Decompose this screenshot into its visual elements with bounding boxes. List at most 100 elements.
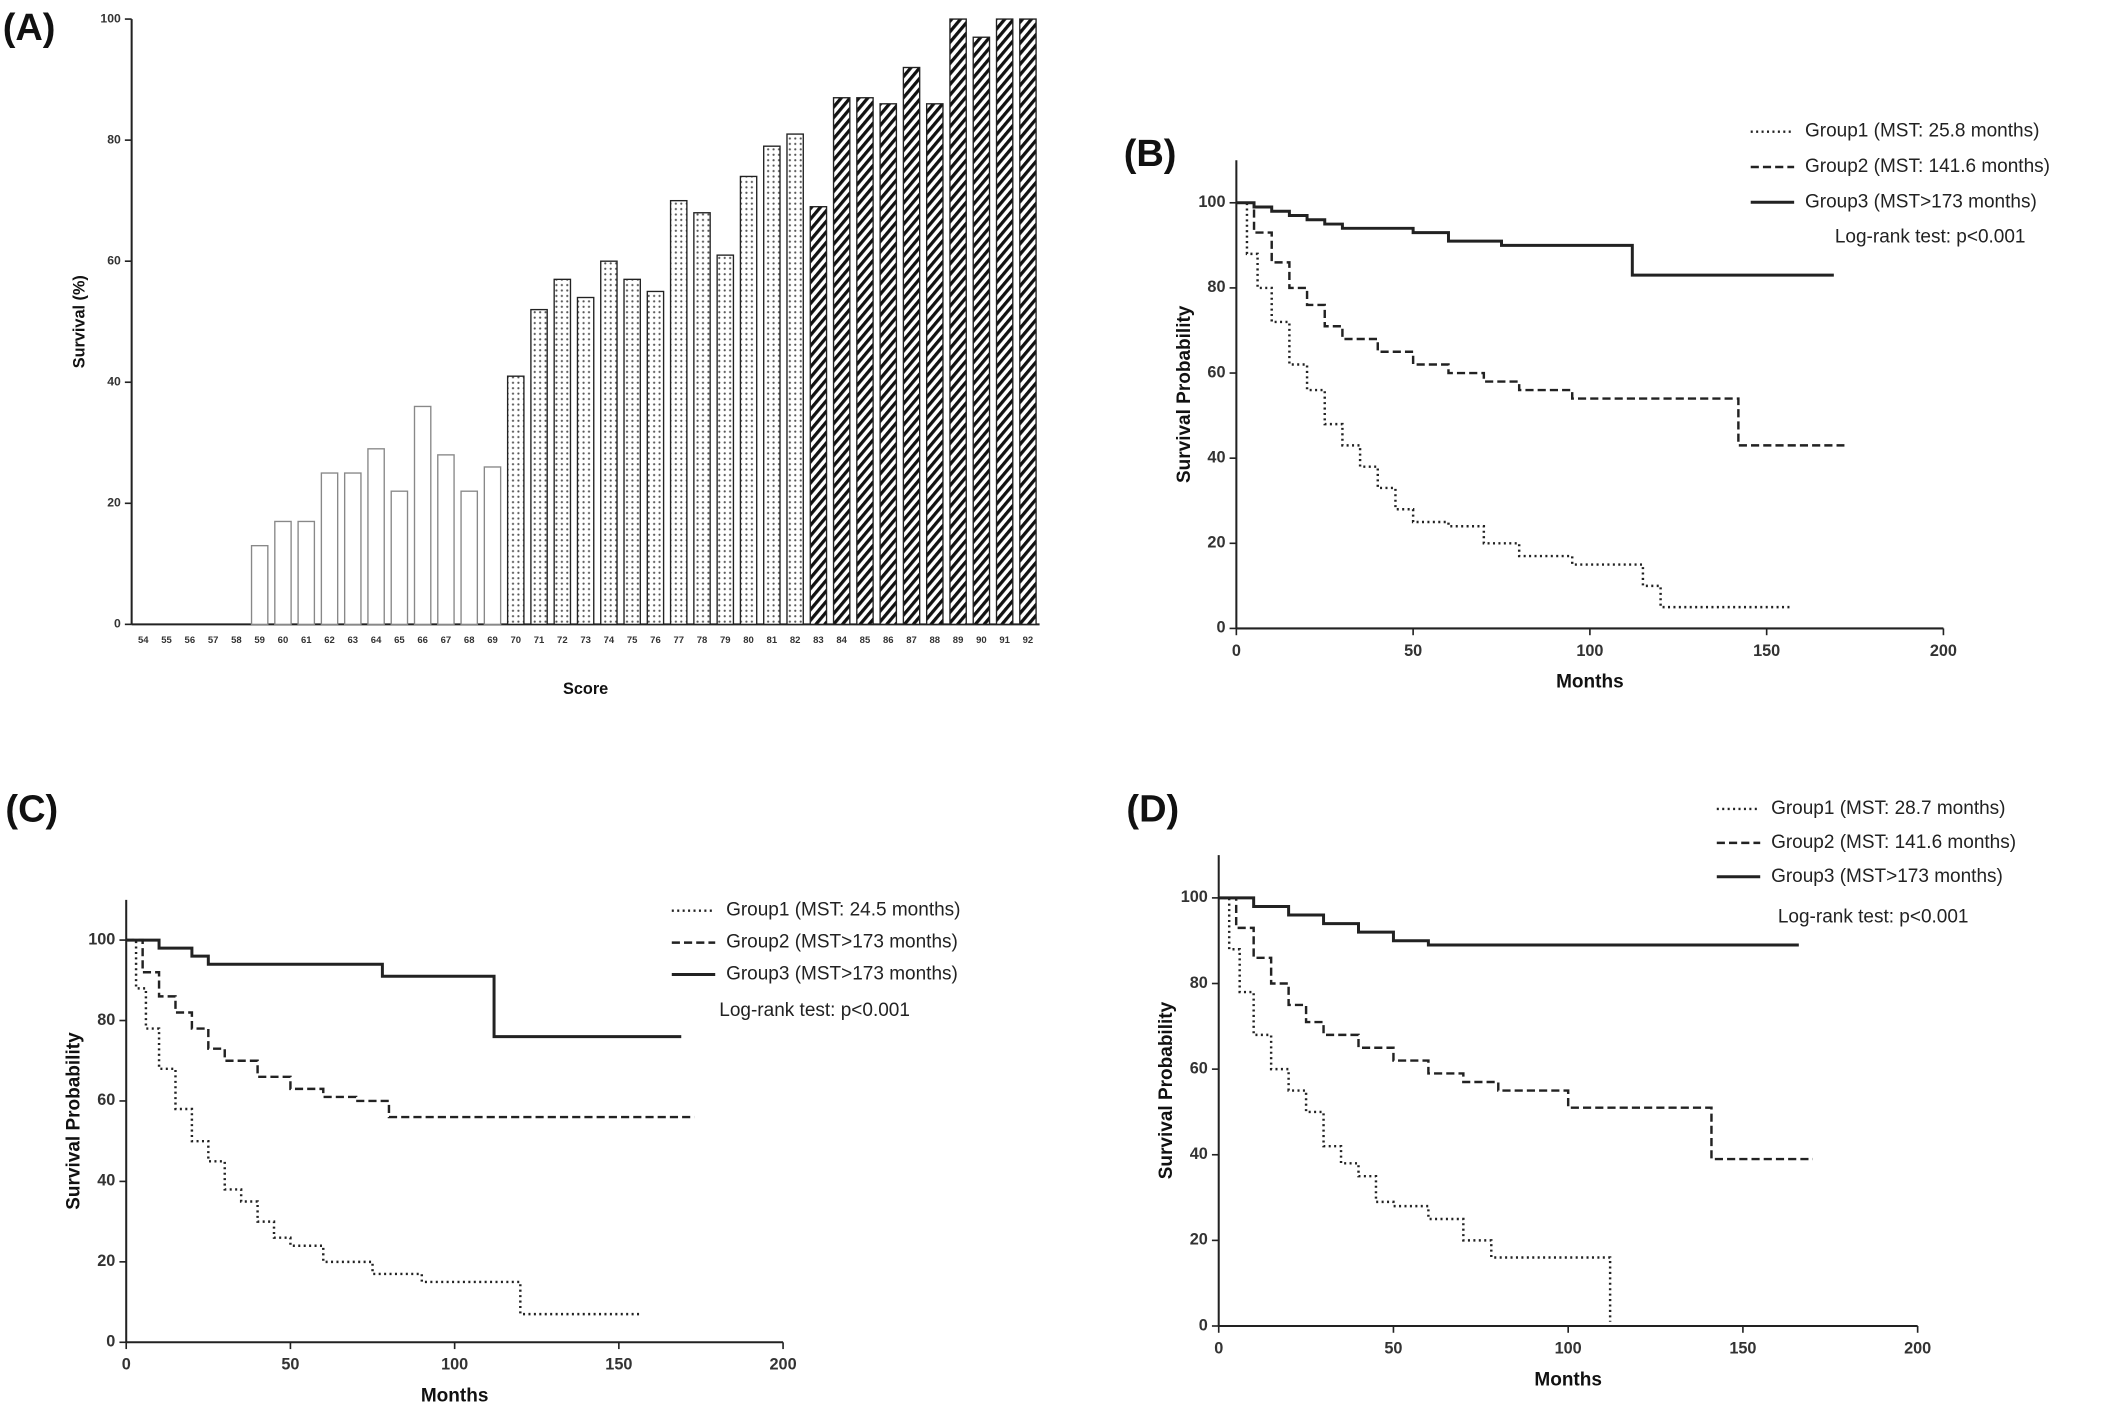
x-tick-label: 87 <box>906 635 917 646</box>
y-tick-label: 20 <box>1190 1231 1208 1249</box>
y-tick-label: 0 <box>114 617 121 631</box>
survival-curve <box>1236 201 1834 277</box>
bar <box>576 296 595 626</box>
x-tick-label: 75 <box>627 635 638 646</box>
x-tick-label: 50 <box>1404 642 1422 660</box>
y-tick-label: 100 <box>1181 888 1208 906</box>
bar <box>390 490 409 626</box>
y-tick-label: 80 <box>1207 278 1225 296</box>
bar <box>786 133 804 626</box>
x-tick-label: 69 <box>487 635 498 646</box>
x-tick-label: 56 <box>185 635 196 646</box>
bar <box>297 520 316 626</box>
x-tick-label: 50 <box>281 1356 299 1374</box>
x-tick-label: 63 <box>348 635 359 646</box>
y-tick-label: 100 <box>88 930 115 948</box>
x-tick-label: 57 <box>208 635 219 646</box>
bar <box>972 36 991 626</box>
bar <box>367 448 385 626</box>
survival-curve <box>1218 896 1813 1161</box>
bar <box>460 490 479 626</box>
x-tick-label: 84 <box>836 635 847 646</box>
legend-label: Group2 (MST: 141.6 months) <box>1805 156 2050 177</box>
y-tick-label: 60 <box>1190 1059 1208 1077</box>
y-tick-label: 100 <box>100 11 121 25</box>
bar <box>856 97 874 626</box>
bar <box>949 18 967 626</box>
bar <box>506 375 525 626</box>
x-tick-label: 55 <box>161 635 172 646</box>
annotation: Log-rank test: p<0.001 <box>1778 907 1969 928</box>
x-axis-title: Score <box>563 680 608 698</box>
x-tick-label: 76 <box>650 635 661 646</box>
bar <box>763 145 781 626</box>
x-tick-label: 80 <box>743 635 754 646</box>
x-tick-label: 50 <box>1384 1339 1402 1357</box>
x-tick-label: 74 <box>604 635 615 646</box>
x-tick-label: 79 <box>720 635 731 646</box>
x-tick-label: 60 <box>278 635 289 646</box>
legend-label: Group3 (MST>173 months) <box>1771 866 2003 887</box>
x-tick-label: 68 <box>464 635 475 646</box>
survival-curve <box>1236 201 1792 609</box>
bar <box>250 544 269 626</box>
x-tick-label: 65 <box>394 635 405 646</box>
bar <box>413 405 432 626</box>
x-tick-label: 82 <box>790 635 801 646</box>
bar <box>437 454 455 626</box>
annotation: Log-rank test: p<0.001 <box>1835 227 2026 248</box>
y-tick-label: 80 <box>107 132 121 146</box>
panel-label: (D) <box>1126 789 1179 831</box>
bar <box>739 175 758 626</box>
y-tick-label: 0 <box>106 1333 115 1351</box>
x-tick-label: 88 <box>930 635 941 646</box>
x-tick-label: 92 <box>1023 635 1034 646</box>
y-tick-label: 60 <box>1207 363 1225 381</box>
bar <box>623 278 641 626</box>
y-tick-label: 20 <box>97 1252 115 1270</box>
y-tick-label: 0 <box>1199 1316 1208 1334</box>
x-tick-label: 61 <box>301 635 312 646</box>
bar <box>832 97 851 626</box>
bar <box>693 212 711 626</box>
bar <box>600 260 618 626</box>
bar <box>530 308 548 626</box>
panel-label: (A) <box>3 7 56 49</box>
y-tick-label: 60 <box>97 1091 115 1109</box>
bar <box>879 103 898 626</box>
legend-label: Group2 (MST: 141.6 months) <box>1771 832 2016 853</box>
x-tick-label: 73 <box>580 635 591 646</box>
y-tick-label: 60 <box>107 253 121 267</box>
legend-label: Group3 (MST>173 months) <box>1805 191 2037 212</box>
bar <box>553 278 572 626</box>
y-tick-label: 40 <box>1207 448 1225 466</box>
x-tick-label: 200 <box>770 1356 797 1374</box>
bar <box>483 466 502 626</box>
x-tick-label: 54 <box>138 635 149 646</box>
bar <box>343 472 362 626</box>
survival-curve <box>126 938 682 1039</box>
y-axis-title: Survival Probability <box>64 1032 85 1210</box>
x-tick-label: 0 <box>1232 642 1241 660</box>
y-axis-title: Survival (%) <box>70 275 88 368</box>
x-tick-label: 62 <box>324 635 335 646</box>
x-tick-label: 58 <box>231 635 242 646</box>
x-tick-label: 200 <box>1930 642 1957 660</box>
y-tick-label: 40 <box>107 374 121 388</box>
x-tick-label: 150 <box>605 1356 632 1374</box>
x-axis-title: Months <box>1556 672 1624 693</box>
bar <box>1019 18 1037 626</box>
x-tick-label: 59 <box>254 635 265 646</box>
x-tick-label: 100 <box>1576 642 1603 660</box>
x-tick-label: 200 <box>1904 1339 1931 1357</box>
panel-label: (B) <box>1124 133 1177 175</box>
bar <box>925 103 944 626</box>
x-tick-label: 81 <box>767 635 778 646</box>
y-tick-label: 0 <box>1216 619 1225 637</box>
x-axis-title: Months <box>1534 1369 1602 1390</box>
annotation: Log-rank test: p<0.001 <box>719 1000 910 1021</box>
y-tick-label: 20 <box>107 496 121 510</box>
survival-curve <box>1218 896 1799 947</box>
y-tick-label: 20 <box>1207 534 1225 552</box>
x-tick-label: 100 <box>1555 1339 1582 1357</box>
